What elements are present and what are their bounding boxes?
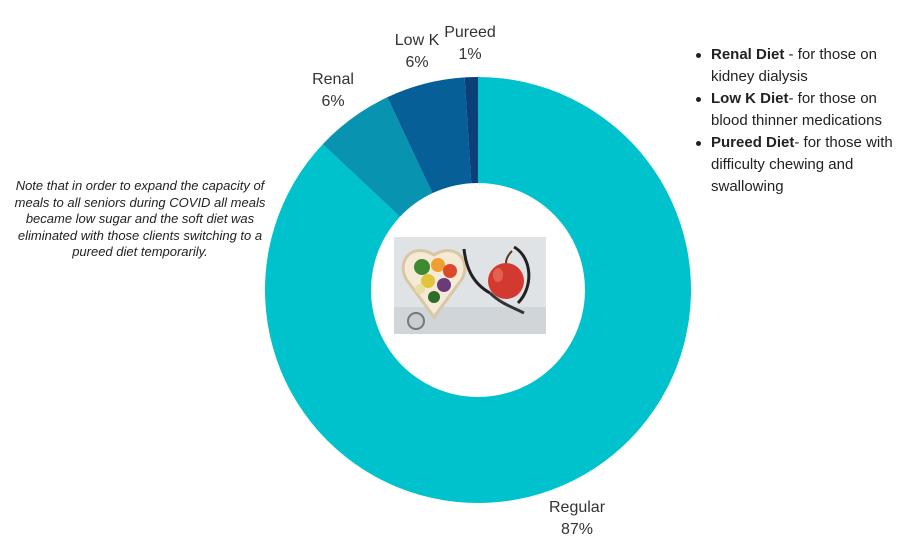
bullet-icon	[696, 97, 701, 102]
legend-desc: - for those on blood thinner medications	[711, 90, 882, 129]
legend-name: Pureed Diet	[711, 134, 795, 151]
legend-item-pureed: Pureed Diet- for those with difficulty c…	[693, 132, 905, 198]
legend-desc: - for those on kidney dialysis	[711, 46, 877, 85]
slice-label-value: 1%	[458, 46, 481, 63]
slice-regular	[264, 77, 692, 503]
slice-label-value: 6%	[321, 93, 344, 110]
slice-label-value: 6%	[405, 54, 428, 71]
legend-name: Low K Diet	[711, 90, 789, 107]
slice-pureed	[464, 77, 478, 184]
donut-slices	[264, 77, 692, 503]
slice-label-category: Renal	[312, 71, 354, 88]
legend-item-renal: Renal Diet - for those on kidney dialysi…	[693, 44, 905, 88]
slice-label-value: 87%	[561, 521, 593, 538]
slice-labels: Regular 87% Renal 6% Low K 6% Pureed 1%	[312, 24, 606, 538]
slice-renal	[322, 97, 433, 217]
legend-item-low-k: Low K Diet- for those on blood thinner m…	[693, 88, 905, 132]
slice-label-category: Regular	[549, 499, 606, 516]
diet-legend: Renal Diet - for those on kidney dialysi…	[693, 44, 905, 198]
bullet-icon	[696, 53, 701, 58]
healthy-food-heart-photo-icon	[394, 237, 546, 334]
slice-label-category: Pureed	[444, 24, 496, 41]
bullet-icon	[696, 141, 701, 146]
legend-name: Renal Diet	[711, 46, 785, 63]
slice-low-k	[387, 77, 472, 194]
legend-desc: - for those with difficulty chewing and …	[711, 134, 893, 195]
note-text: Note that in order to expand the capacit…	[14, 178, 266, 259]
slice-label-category: Low K	[395, 32, 440, 49]
